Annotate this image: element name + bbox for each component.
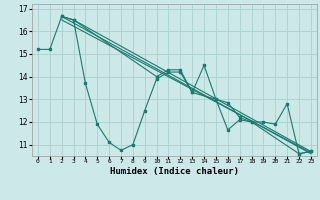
X-axis label: Humidex (Indice chaleur): Humidex (Indice chaleur) [110,167,239,176]
